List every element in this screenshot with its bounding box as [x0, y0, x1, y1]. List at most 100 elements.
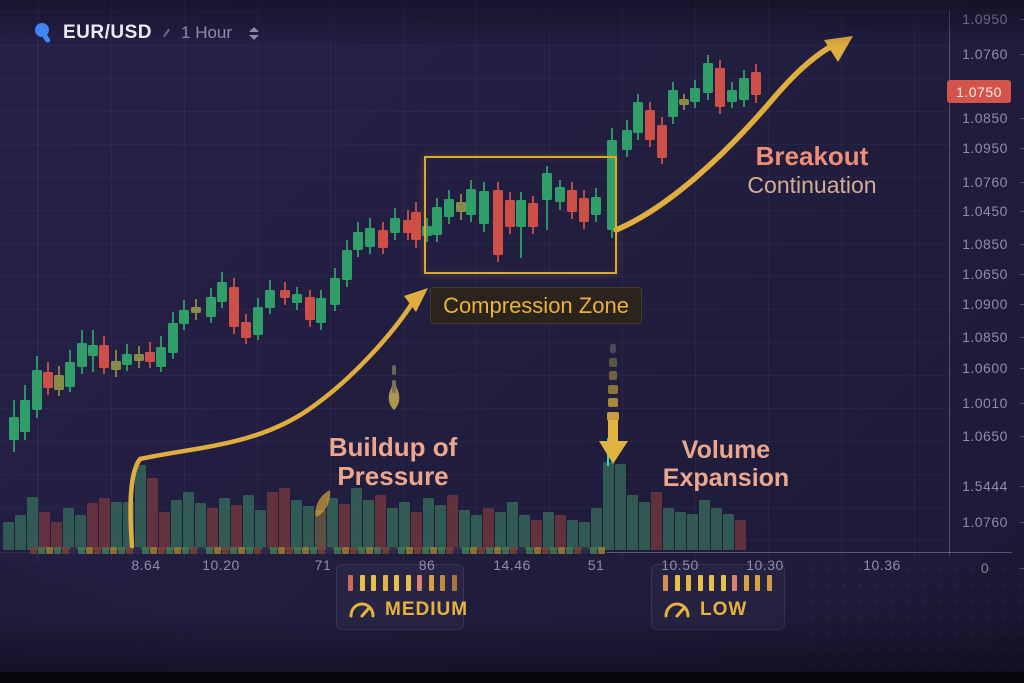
- candle-body: [622, 130, 632, 150]
- volume-arrow-dash: [608, 384, 618, 394]
- time-axis-line[interactable]: [607, 552, 1012, 553]
- volatility-tick: [686, 575, 691, 591]
- volume-bar: [3, 522, 14, 550]
- compression-zone-box: [424, 156, 617, 274]
- volume-bar: [243, 495, 254, 550]
- candle: [645, 102, 655, 147]
- strip-cell: [278, 547, 285, 554]
- candle-body: [727, 90, 737, 102]
- candle: [365, 218, 375, 254]
- candle-body: [353, 232, 363, 250]
- candle-body: [668, 90, 678, 117]
- strip-cell: [566, 547, 573, 554]
- volume-bar: [15, 515, 26, 550]
- strip-cell: [342, 547, 349, 554]
- candle: [229, 278, 239, 334]
- volume-bar: [555, 515, 566, 550]
- candle: [316, 290, 326, 330]
- strip-cell: [390, 547, 397, 554]
- buildup-line2: Pressure: [337, 461, 449, 492]
- candle: [168, 312, 178, 359]
- volume-arrow-dash: [609, 357, 617, 367]
- volatility-tick: [697, 575, 703, 591]
- strip-cell: [166, 547, 173, 554]
- volume-bar: [135, 465, 146, 550]
- candle-body: [679, 99, 689, 105]
- strip-cell: [598, 547, 605, 554]
- price-axis-label: 1.0950: [955, 140, 1024, 156]
- candle: [179, 300, 189, 330]
- volume-bar: [471, 515, 482, 550]
- sort-arrows-icon[interactable]: [249, 26, 260, 40]
- candle: [265, 280, 275, 314]
- candle-body: [342, 250, 352, 280]
- volume-expansion-annotation: Volume Expansion: [626, 436, 826, 492]
- time-axis-label: 10.20: [202, 557, 240, 573]
- candle-body: [168, 323, 178, 353]
- volume-bar: [735, 520, 746, 550]
- volume-bar: [495, 512, 506, 550]
- price-tick: [1020, 274, 1024, 275]
- volume-bar: [567, 520, 578, 550]
- strip-cell: [326, 547, 333, 554]
- strip-cell: [454, 547, 461, 554]
- pressure-dash-1: [392, 365, 396, 375]
- candle-body: [330, 278, 340, 305]
- strip-cell: [238, 547, 245, 554]
- candle: [633, 94, 643, 140]
- strip-cell: [510, 547, 517, 554]
- price-axis-label: 1.0900: [955, 296, 1024, 312]
- strip-cell: [262, 547, 269, 554]
- volatility-tick: [451, 575, 457, 591]
- volume-bar: [639, 502, 650, 550]
- volatility-tick: [348, 575, 353, 591]
- volume-bar: [39, 512, 50, 550]
- candle: [241, 314, 251, 344]
- time-axis-label: 10.36: [863, 557, 901, 573]
- strip-cell: [214, 547, 221, 554]
- volume-arrow-dash: [608, 371, 618, 380]
- search-icon[interactable]: [34, 22, 54, 44]
- volume-bar: [111, 502, 122, 550]
- volatility-tick: [382, 575, 388, 591]
- candle: [679, 94, 689, 110]
- volume-bar: [291, 500, 302, 550]
- timeframe-selector[interactable]: 1 Hour: [181, 23, 233, 42]
- candle: [715, 60, 725, 114]
- strip-cell: [134, 547, 141, 554]
- breakout-line1: Breakout: [755, 141, 869, 171]
- candle: [99, 336, 109, 374]
- strip-cell: [590, 547, 597, 554]
- strip-cell: [574, 547, 581, 554]
- breakout-line2: Continuation: [747, 172, 877, 199]
- candle: [43, 362, 53, 395]
- strip-cell: [222, 547, 229, 554]
- candle: [253, 298, 263, 340]
- compression-zone-text: Compression Zone: [443, 292, 629, 318]
- strip-cell: [70, 547, 77, 554]
- volatility-ticks-medium: [348, 575, 457, 591]
- strip-cell: [270, 547, 277, 554]
- candle-body: [703, 63, 713, 93]
- candle-body: [690, 88, 700, 102]
- volume-bar: [27, 497, 38, 550]
- price-axis-label: 1.0450: [955, 203, 1024, 219]
- candle: [77, 330, 87, 374]
- candle: [622, 120, 632, 157]
- candle: [156, 336, 166, 372]
- candle-body: [253, 307, 263, 335]
- volume-bar: [315, 510, 326, 550]
- volume-bar: [459, 510, 470, 550]
- strip-cell: [406, 547, 413, 554]
- volatility-tick: [405, 575, 411, 591]
- strip-cell: [494, 547, 501, 554]
- symbol-pair-selector[interactable]: EUR/USD: [63, 22, 153, 43]
- time-axis-label: 51: [587, 557, 605, 573]
- volume-bar: [363, 500, 374, 550]
- volume-bar: [171, 500, 182, 550]
- strip-cell: [446, 547, 453, 554]
- strip-cell: [478, 547, 485, 554]
- candle-body: [411, 212, 421, 240]
- volume-bar: [147, 478, 158, 550]
